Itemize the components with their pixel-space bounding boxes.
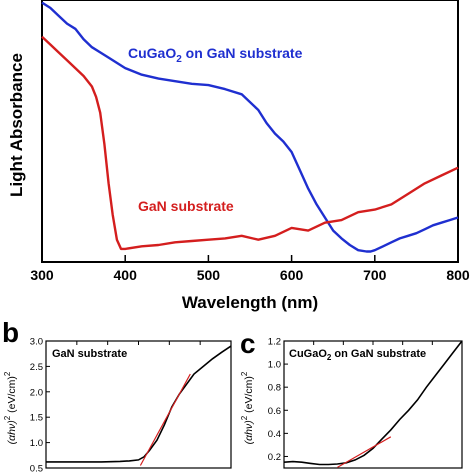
panel-a-x-tick-label: 700 bbox=[363, 267, 387, 283]
panel-b-data-line bbox=[46, 345, 232, 463]
panel-b-y-tick-label: 2.0 bbox=[30, 387, 43, 398]
panel-b-y-axis-label: (αhν)2 (eV/cm)2 bbox=[3, 371, 18, 444]
panel-b-y-tick-label: 1.5 bbox=[30, 413, 43, 424]
panel-c-tangent-line bbox=[337, 436, 392, 468]
panel-c-y-tick-label: 0.2 bbox=[268, 452, 281, 463]
panel-c-title: CuGaO2 on GaN substrate bbox=[289, 348, 426, 362]
panel-a-x-ticks: 300 400 500 600 700 800 bbox=[30, 255, 470, 283]
annotation-cugao2-sub: 2 bbox=[176, 54, 182, 65]
panel-c-y-tick-label: 0.6 bbox=[268, 406, 281, 417]
panel-c-y-tick-label: 1.2 bbox=[268, 337, 281, 348]
annotation-cugao2-main: CuGaO bbox=[128, 45, 176, 61]
panel-b-ylabel-sup: 2 bbox=[3, 415, 12, 420]
panel-b-y-tick-label: 0.5 bbox=[30, 464, 43, 474]
panel-a-x-tick-label: 600 bbox=[280, 267, 304, 283]
panel-c-y-tick-label: 0.8 bbox=[268, 383, 281, 394]
panel-a-x-axis-label: Wavelength (nm) bbox=[182, 293, 318, 312]
panel-b-ylabel-main: (αhν) bbox=[6, 420, 18, 444]
panel-a-x-tick-label: 400 bbox=[114, 267, 138, 283]
panel-b-series bbox=[46, 345, 232, 466]
panel-c-y-tick-label: 0.4 bbox=[268, 429, 281, 440]
series-line-gan-substrate bbox=[41, 35, 459, 251]
panel-a-x-tick-label: 500 bbox=[197, 267, 221, 283]
panel-b-ylabel-unit-sup: 2 bbox=[3, 371, 12, 376]
panel-a-y-axis-label: Light Absorbance bbox=[7, 53, 26, 197]
panel-c: c 0.20.40.60.81.01.2 CuGaO2 on GaN subst… bbox=[240, 328, 463, 469]
panel-c-label: c bbox=[240, 328, 256, 359]
panel-c-title-main: CuGaO bbox=[289, 348, 327, 360]
panel-b-y-tick-label: 1.0 bbox=[30, 438, 43, 449]
panel-a-annotation-gan: GaN substrate bbox=[138, 198, 234, 214]
annotation-cugao2-rest: on GaN substrate bbox=[182, 45, 303, 61]
panel-a-frame bbox=[41, 0, 459, 263]
panel-c-ylabel-main: (αhν) bbox=[243, 420, 255, 444]
panel-b-y-tick-label: 2.5 bbox=[30, 362, 43, 373]
panel-c-ylabel-unit-sup: 2 bbox=[240, 371, 249, 376]
panel-b-y-tick-label: 3.0 bbox=[30, 337, 43, 348]
panel-c-ylabel-unit: (eV/cm) bbox=[243, 376, 255, 416]
panel-b-ticks: 0.5 1.0 1.5 2.0 2.5 3.0 bbox=[30, 337, 201, 474]
panel-b-frame bbox=[45, 340, 232, 469]
panel-c-ylabel-sup: 2 bbox=[240, 415, 249, 420]
panel-a-annotation-cugao2: CuGaO2 on GaN substrate bbox=[128, 45, 303, 65]
panel-c-data-line bbox=[283, 340, 463, 466]
panel-a-series bbox=[41, 1, 459, 253]
panel-b-tangent-line bbox=[139, 373, 191, 466]
panel-b: b 0.5 1.0 1.5 2.0 2.5 3.0 GaN substrate (αhν)… bbox=[2, 317, 232, 474]
series-line-cugao2-on-gan bbox=[41, 1, 459, 253]
panel-a-x-tick-label: 300 bbox=[30, 267, 54, 283]
panel-c-series bbox=[283, 340, 463, 468]
panel-a-x-tick-label: 800 bbox=[446, 267, 470, 283]
panel-b-label: b bbox=[2, 317, 19, 348]
panel-c-y-axis-label: (αhν)2 (eV/cm)2 bbox=[240, 371, 255, 444]
panel-b-ylabel-unit: (eV/cm) bbox=[6, 376, 18, 416]
panel-a: 300 400 500 600 700 800 Wavelength (nm) Light… bbox=[7, 0, 470, 312]
panel-c-title-sub: 2 bbox=[327, 353, 332, 362]
panel-b-title: GaN substrate bbox=[52, 348, 127, 360]
panel-c-ticks: 0.2 0.4 0.6 0.8 1.0 1.2 bbox=[268, 337, 433, 463]
panel-c-title-rest: on GaN substrate bbox=[331, 348, 426, 360]
panel-c-y-tick-label: 1.0 bbox=[268, 360, 281, 371]
